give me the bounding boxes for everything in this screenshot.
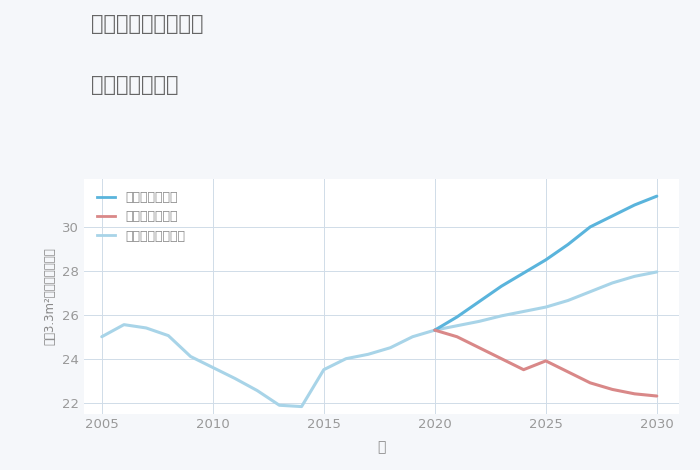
Text: 兵庫県宝塚市玉瀬の: 兵庫県宝塚市玉瀬の (91, 14, 204, 34)
X-axis label: 年: 年 (377, 440, 386, 454)
Text: 土地の価格推移: 土地の価格推移 (91, 75, 178, 95)
Legend: グッドシナリオ, バッドシナリオ, ノーマルシナリオ: グッドシナリオ, バッドシナリオ, ノーマルシナリオ (90, 185, 192, 249)
Y-axis label: 坪（3.3m²）単価（万円）: 坪（3.3m²）単価（万円） (43, 247, 57, 345)
